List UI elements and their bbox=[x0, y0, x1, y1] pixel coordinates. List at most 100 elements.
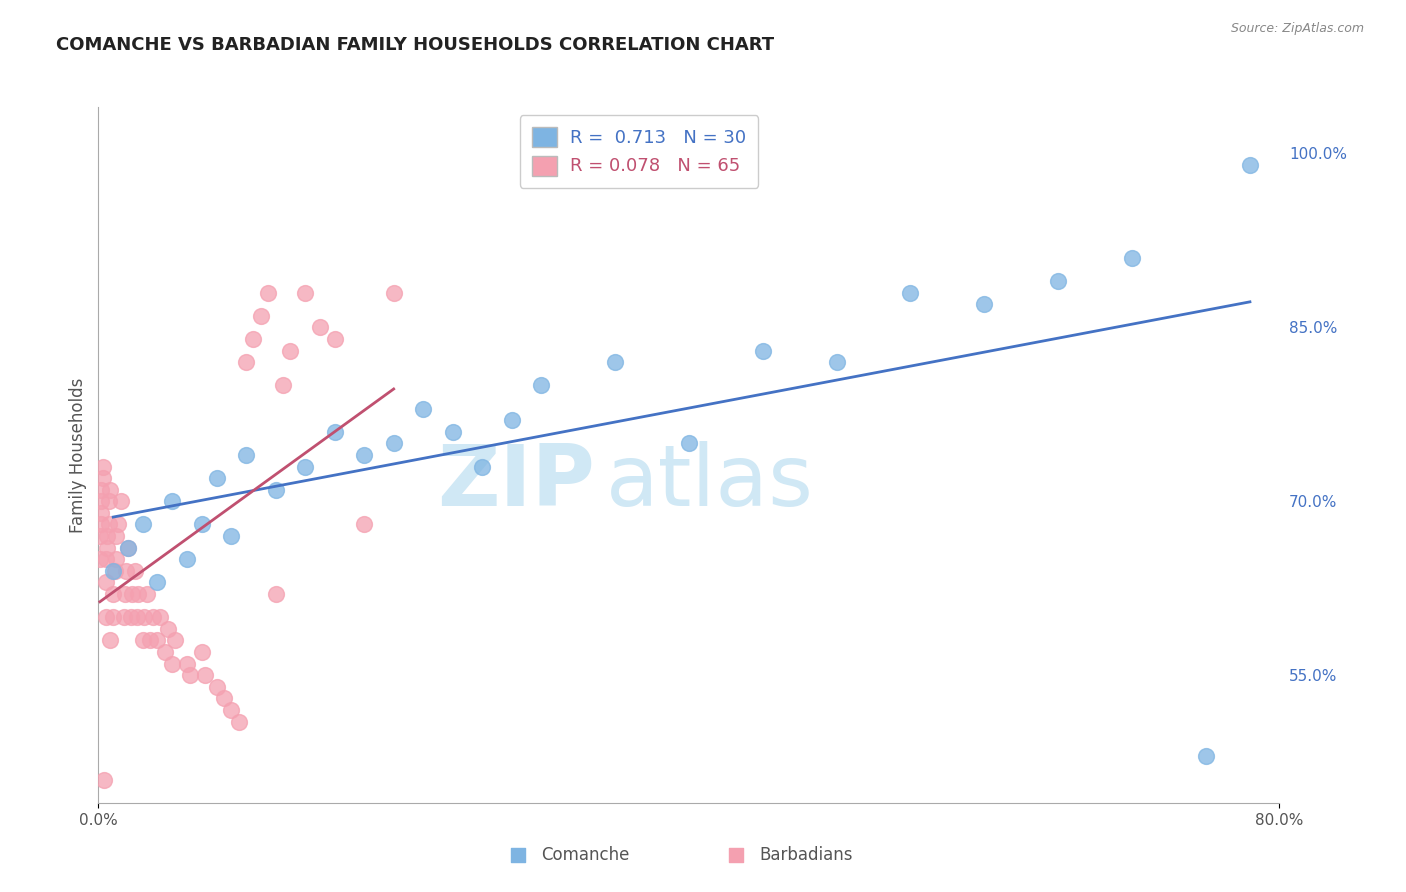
Legend: R =  0.713   N = 30, R = 0.078   N = 65: R = 0.713 N = 30, R = 0.078 N = 65 bbox=[520, 115, 758, 187]
Point bbox=[94, 552, 117, 566]
Point bbox=[107, 517, 129, 532]
Y-axis label: Family Households: Family Households bbox=[69, 377, 87, 533]
Point bbox=[96, 529, 118, 543]
Point bbox=[94, 575, 117, 590]
Point bbox=[125, 610, 148, 624]
Point bbox=[441, 425, 464, 439]
Point bbox=[179, 668, 201, 682]
Point bbox=[235, 448, 257, 462]
Point bbox=[117, 541, 139, 555]
Point bbox=[105, 529, 128, 543]
Point bbox=[91, 471, 114, 485]
Point bbox=[90, 517, 112, 532]
Point bbox=[825, 355, 848, 369]
Point bbox=[132, 633, 155, 648]
Point bbox=[309, 320, 332, 334]
Point bbox=[219, 703, 242, 717]
Point bbox=[96, 541, 118, 555]
Text: COMANCHE VS BARBADIAN FAMILY HOUSEHOLDS CORRELATION CHART: COMANCHE VS BARBADIAN FAMILY HOUSEHOLDS … bbox=[56, 36, 775, 54]
Point bbox=[139, 633, 162, 648]
Point bbox=[94, 610, 117, 624]
Point bbox=[93, 772, 115, 787]
Point bbox=[127, 587, 149, 601]
Text: Comanche: Comanche bbox=[541, 846, 630, 864]
Point bbox=[471, 459, 494, 474]
Text: Barbadians: Barbadians bbox=[759, 846, 853, 864]
Point bbox=[156, 622, 179, 636]
Point bbox=[353, 448, 375, 462]
Point bbox=[191, 517, 214, 532]
Point bbox=[114, 587, 136, 601]
Point bbox=[194, 668, 217, 682]
Point bbox=[134, 610, 156, 624]
Point bbox=[124, 564, 146, 578]
Point bbox=[501, 413, 523, 427]
Point bbox=[91, 459, 114, 474]
Point bbox=[205, 471, 228, 485]
Point bbox=[751, 343, 773, 358]
Point bbox=[90, 506, 112, 520]
Point bbox=[412, 401, 434, 416]
Point bbox=[900, 285, 922, 300]
Point bbox=[353, 517, 375, 532]
Point bbox=[323, 332, 346, 346]
Point bbox=[212, 691, 235, 706]
Point bbox=[98, 633, 121, 648]
Point bbox=[97, 517, 120, 532]
Point bbox=[90, 483, 112, 497]
Point bbox=[235, 355, 257, 369]
Point bbox=[115, 564, 138, 578]
Point bbox=[278, 343, 302, 358]
Point bbox=[153, 645, 176, 659]
Point bbox=[219, 529, 242, 543]
Point bbox=[97, 494, 120, 508]
Point bbox=[103, 564, 125, 578]
Point bbox=[136, 587, 159, 601]
Point bbox=[105, 552, 128, 566]
Point bbox=[264, 483, 287, 497]
Point bbox=[1121, 251, 1143, 265]
Point bbox=[271, 378, 294, 392]
Point bbox=[176, 552, 198, 566]
Point bbox=[242, 332, 264, 346]
Point bbox=[149, 610, 172, 624]
Point bbox=[98, 483, 121, 497]
Point bbox=[228, 714, 250, 729]
Point bbox=[104, 564, 127, 578]
Text: Source: ZipAtlas.com: Source: ZipAtlas.com bbox=[1230, 22, 1364, 36]
Point bbox=[103, 587, 125, 601]
Point bbox=[89, 552, 111, 566]
Point bbox=[89, 529, 111, 543]
Point bbox=[1239, 158, 1261, 172]
Point bbox=[103, 610, 125, 624]
Point bbox=[110, 494, 132, 508]
Text: atlas: atlas bbox=[606, 442, 814, 524]
Point bbox=[142, 610, 165, 624]
Point bbox=[530, 378, 553, 392]
Point bbox=[605, 355, 627, 369]
Point bbox=[165, 633, 187, 648]
Point bbox=[973, 297, 995, 311]
Point bbox=[294, 285, 316, 300]
Point bbox=[146, 633, 169, 648]
Point bbox=[382, 285, 405, 300]
Point bbox=[162, 657, 183, 671]
Point bbox=[121, 587, 143, 601]
Point bbox=[191, 645, 214, 659]
Text: ZIP: ZIP bbox=[437, 442, 595, 524]
Point bbox=[294, 459, 316, 474]
Point bbox=[90, 494, 112, 508]
Point bbox=[205, 680, 228, 694]
Point bbox=[146, 575, 169, 590]
Point bbox=[257, 285, 280, 300]
Point bbox=[176, 657, 198, 671]
Point bbox=[112, 610, 135, 624]
Point bbox=[1195, 749, 1218, 764]
Point bbox=[132, 517, 155, 532]
Point bbox=[250, 309, 273, 323]
Point bbox=[678, 436, 700, 450]
Point bbox=[382, 436, 405, 450]
Point bbox=[264, 587, 287, 601]
Point bbox=[162, 494, 183, 508]
Point bbox=[117, 541, 139, 555]
